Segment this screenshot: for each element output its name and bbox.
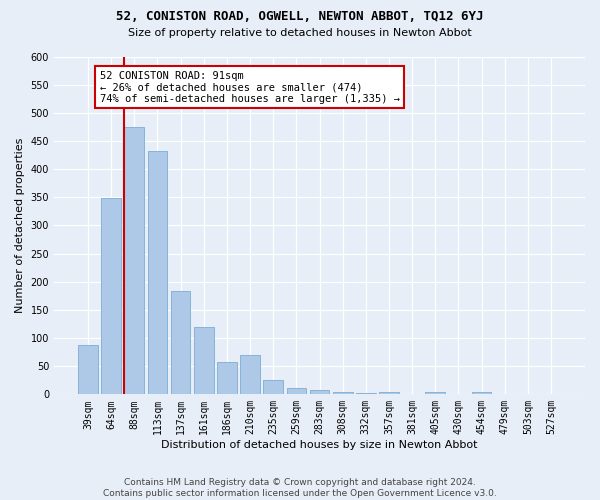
Bar xyxy=(287,388,306,394)
Bar xyxy=(217,362,237,394)
Text: 52 CONISTON ROAD: 91sqm
← 26% of detached houses are smaller (474)
74% of semi-d: 52 CONISTON ROAD: 91sqm ← 26% of detache… xyxy=(100,70,400,104)
Bar xyxy=(379,392,399,394)
Bar xyxy=(194,327,214,394)
Y-axis label: Number of detached properties: Number of detached properties xyxy=(15,138,25,313)
Bar xyxy=(101,198,121,394)
Bar xyxy=(78,345,98,395)
Bar xyxy=(425,392,445,394)
Bar xyxy=(148,151,167,394)
Text: 52, CONISTON ROAD, OGWELL, NEWTON ABBOT, TQ12 6YJ: 52, CONISTON ROAD, OGWELL, NEWTON ABBOT,… xyxy=(116,10,484,23)
Bar xyxy=(263,380,283,394)
Bar xyxy=(333,392,353,394)
Bar xyxy=(310,390,329,394)
Bar xyxy=(171,292,190,395)
Text: Size of property relative to detached houses in Newton Abbot: Size of property relative to detached ho… xyxy=(128,28,472,38)
Bar xyxy=(356,392,376,394)
X-axis label: Distribution of detached houses by size in Newton Abbot: Distribution of detached houses by size … xyxy=(161,440,478,450)
Bar xyxy=(240,355,260,395)
Bar xyxy=(124,128,144,394)
Bar xyxy=(472,392,491,394)
Text: Contains HM Land Registry data © Crown copyright and database right 2024.
Contai: Contains HM Land Registry data © Crown c… xyxy=(103,478,497,498)
